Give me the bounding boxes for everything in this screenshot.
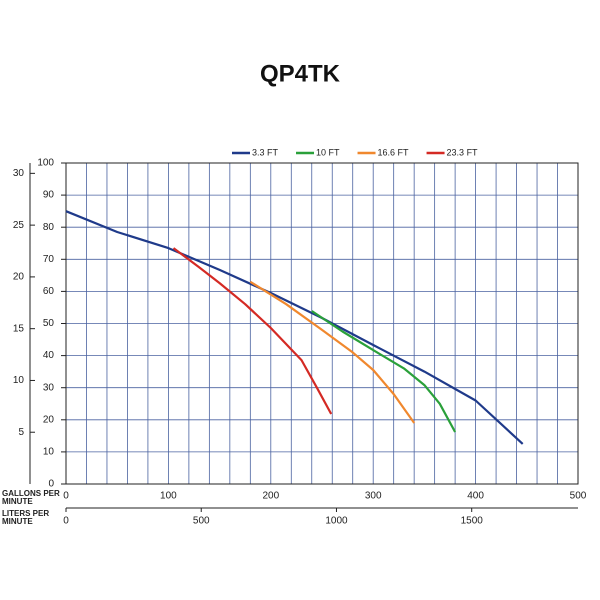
x2-axis-label: LITERS PER MINUTE bbox=[2, 509, 50, 526]
y-tick-label: 80 bbox=[43, 222, 55, 233]
x-tick-label: 400 bbox=[467, 491, 484, 502]
y2-tick-label: 10 bbox=[13, 375, 25, 386]
x-tick-label: 100 bbox=[160, 491, 177, 502]
y-tick-label: 100 bbox=[37, 158, 54, 169]
x-axis-label: GALLONS PER MINUTE bbox=[2, 489, 60, 506]
y2-tick-label: 20 bbox=[13, 272, 25, 283]
series-line bbox=[65, 210, 524, 445]
x-tick-label: 500 bbox=[570, 491, 587, 502]
series-line bbox=[311, 310, 457, 433]
x2-tick-label: 1500 bbox=[461, 516, 484, 527]
y-tick-label: 40 bbox=[43, 350, 55, 361]
y2-tick-label: 25 bbox=[13, 220, 25, 231]
y-tick-label: 90 bbox=[43, 190, 55, 201]
plot-border bbox=[65, 162, 579, 485]
y-tick-label: 60 bbox=[43, 286, 55, 297]
y2-tick-label: 5 bbox=[18, 427, 24, 438]
series-line bbox=[172, 247, 333, 415]
legend-label: 3.3 FT bbox=[252, 147, 279, 157]
legend-label: 23.3 FT bbox=[447, 147, 479, 157]
x2-tick-label: 0 bbox=[63, 516, 69, 527]
y2-tick-label: 30 bbox=[13, 168, 25, 179]
x2-tick-label: 1000 bbox=[325, 516, 348, 527]
y-tick-label: 0 bbox=[48, 479, 54, 490]
y-tick-label: 30 bbox=[43, 382, 55, 393]
y-tick-label: 50 bbox=[43, 318, 55, 329]
legend-label: 16.6 FT bbox=[378, 147, 410, 157]
x2-tick-label: 500 bbox=[193, 516, 210, 527]
y-tick-label: 20 bbox=[43, 414, 55, 425]
chart-title: QP4TK bbox=[260, 60, 341, 87]
legend-label: 10 FT bbox=[316, 147, 340, 157]
y-tick-label: 10 bbox=[43, 447, 55, 458]
y-tick-label: 70 bbox=[43, 254, 55, 265]
series-line bbox=[249, 280, 416, 424]
y2-tick-label: 15 bbox=[13, 323, 25, 334]
x-tick-label: 300 bbox=[365, 491, 382, 502]
x-tick-label: 0 bbox=[63, 491, 69, 502]
x-tick-label: 200 bbox=[262, 491, 279, 502]
